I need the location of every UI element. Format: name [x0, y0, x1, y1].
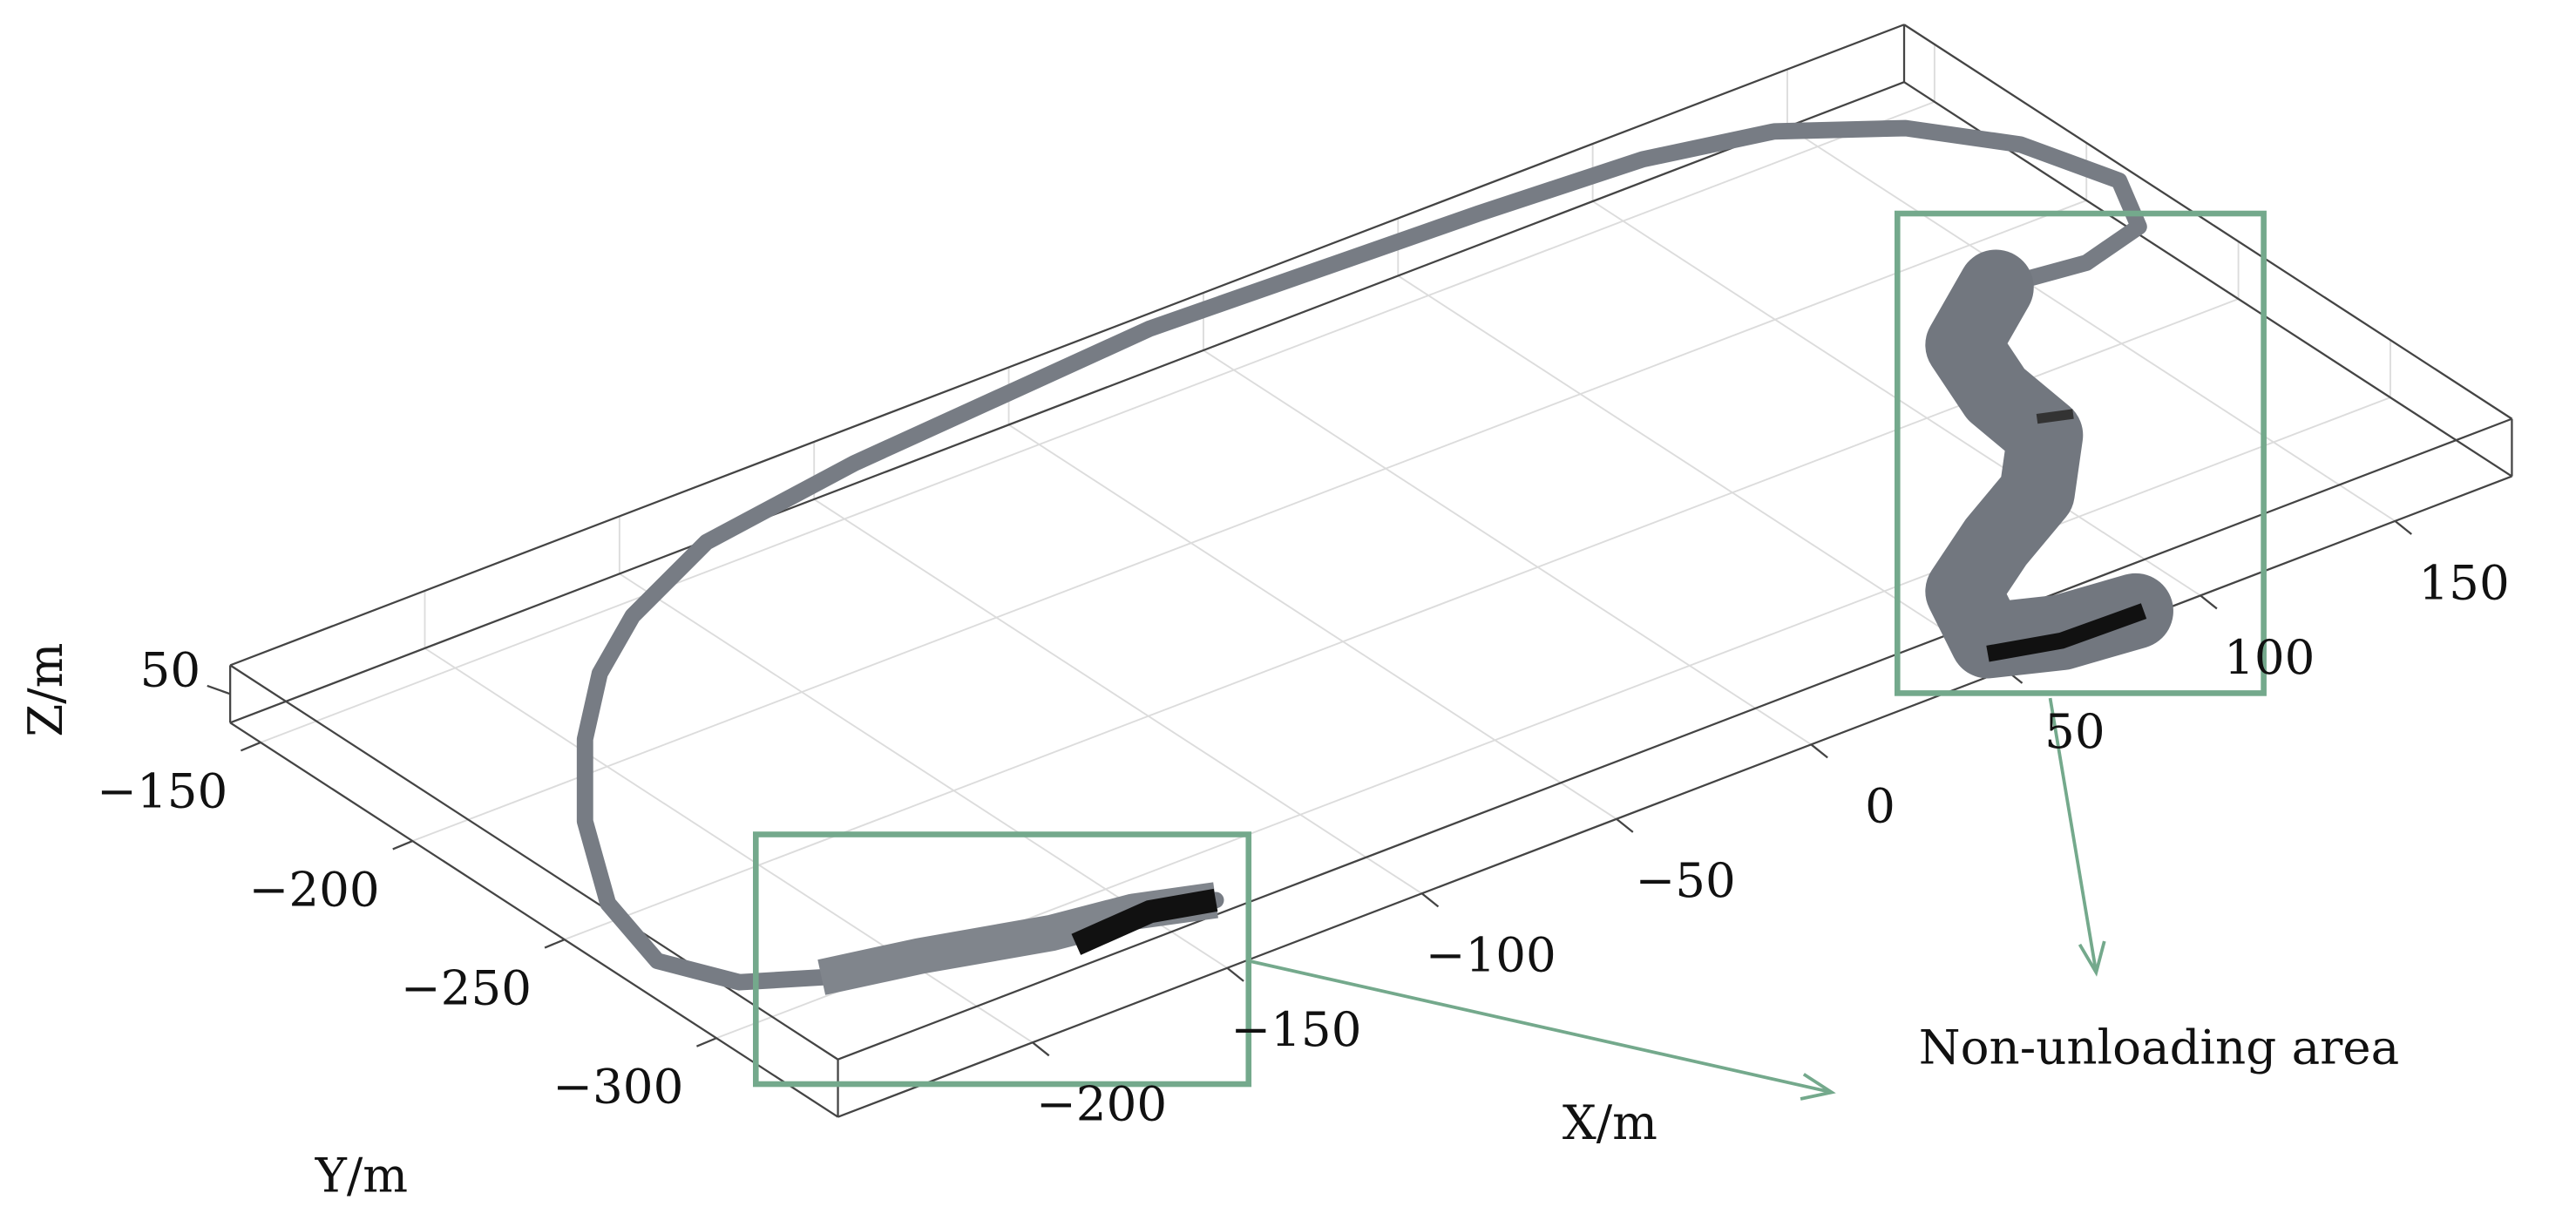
x-tick — [1616, 817, 1634, 833]
grid-line — [1008, 424, 1617, 820]
box-edge — [229, 81, 1905, 724]
z-tick-label: 50 — [140, 642, 201, 698]
y-tick-label: −250 — [401, 959, 532, 1015]
y-tick-label: −200 — [249, 861, 380, 917]
x-tick — [1226, 966, 1244, 982]
grid-line — [813, 498, 1423, 895]
grid-line — [412, 200, 2087, 842]
x-tick-label: −100 — [1426, 927, 1556, 983]
y-tick-label: −300 — [552, 1059, 683, 1115]
arrows — [1248, 697, 2106, 1101]
x-axis-label: X/m — [1563, 1095, 1657, 1150]
y-tick — [544, 939, 566, 949]
x-tick-label: 150 — [2418, 554, 2509, 610]
y-tick — [240, 741, 261, 752]
y-tick — [696, 1037, 717, 1047]
x-tick — [1420, 892, 1440, 908]
grid-line — [1786, 125, 2396, 522]
grid-line — [1397, 275, 2007, 671]
x-tick — [2200, 594, 2218, 610]
highlight-boxes — [753, 210, 2267, 1088]
z-axis-label: Z/m — [17, 643, 73, 737]
x-tick-label: 50 — [2044, 703, 2105, 759]
z-tick — [207, 684, 231, 695]
x-tick-label: −50 — [1635, 852, 1735, 908]
x-tick — [2394, 519, 2412, 535]
x-tick-label: −200 — [1036, 1076, 1167, 1132]
x-tick — [1810, 743, 1828, 759]
box-edge — [229, 722, 839, 1118]
box-edge — [837, 475, 2512, 1118]
box-edge — [1903, 24, 2513, 420]
grid-line — [260, 100, 1935, 743]
grid-line — [424, 647, 1034, 1044]
box-edge — [229, 664, 839, 1061]
x-tick-label: 100 — [2224, 629, 2315, 685]
point-cloud — [576, 119, 2173, 995]
axes-box — [207, 24, 2513, 1118]
x-tick-label: −150 — [1230, 1001, 1361, 1057]
annotation: Non-unloading area — [1919, 1019, 2399, 1074]
y-tick — [392, 840, 413, 851]
y-axis-label: Y/m — [315, 1147, 408, 1203]
box-edge — [837, 417, 2512, 1061]
x-tick — [1032, 1041, 1050, 1057]
box-edge — [229, 24, 1905, 667]
x-tick-label: 0 — [1865, 778, 1895, 834]
grid-line — [1203, 349, 1812, 746]
y-tick-label: −150 — [97, 763, 227, 818]
